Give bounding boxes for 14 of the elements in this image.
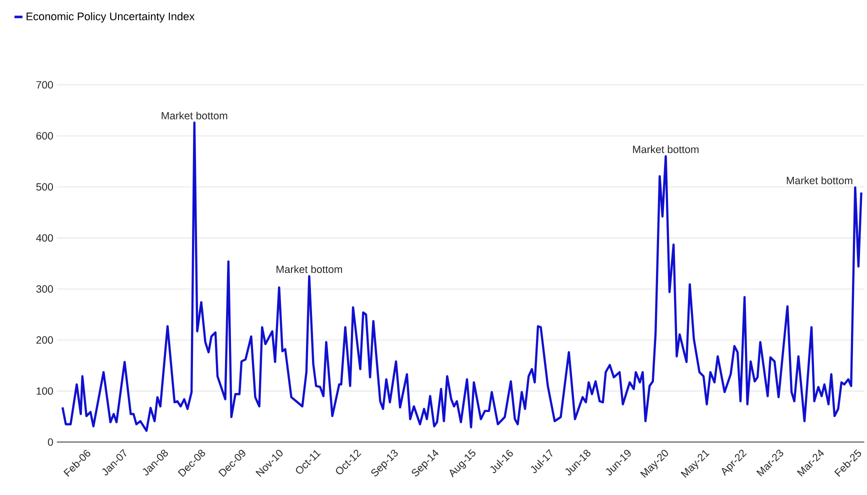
annotation: Market bottom	[786, 176, 852, 184]
y-tick-label: 600	[36, 132, 53, 140]
y-tick-label: 200	[36, 336, 53, 344]
y-tick-label: 100	[36, 387, 53, 395]
line-series	[61, 122, 862, 432]
y-tick-label: 0	[48, 438, 53, 446]
y-tick-label: 500	[36, 183, 53, 191]
annotation: Market bottom	[276, 265, 342, 274]
y-tick-label: 400	[36, 234, 53, 242]
annotation: Market bottom	[162, 112, 228, 120]
y-tick-label: 300	[36, 285, 53, 293]
y-tick-label: 700	[36, 81, 53, 89]
legend-label: Economic Policy Uncertainty Index	[26, 12, 195, 22]
annotation: Market bottom	[633, 145, 699, 154]
